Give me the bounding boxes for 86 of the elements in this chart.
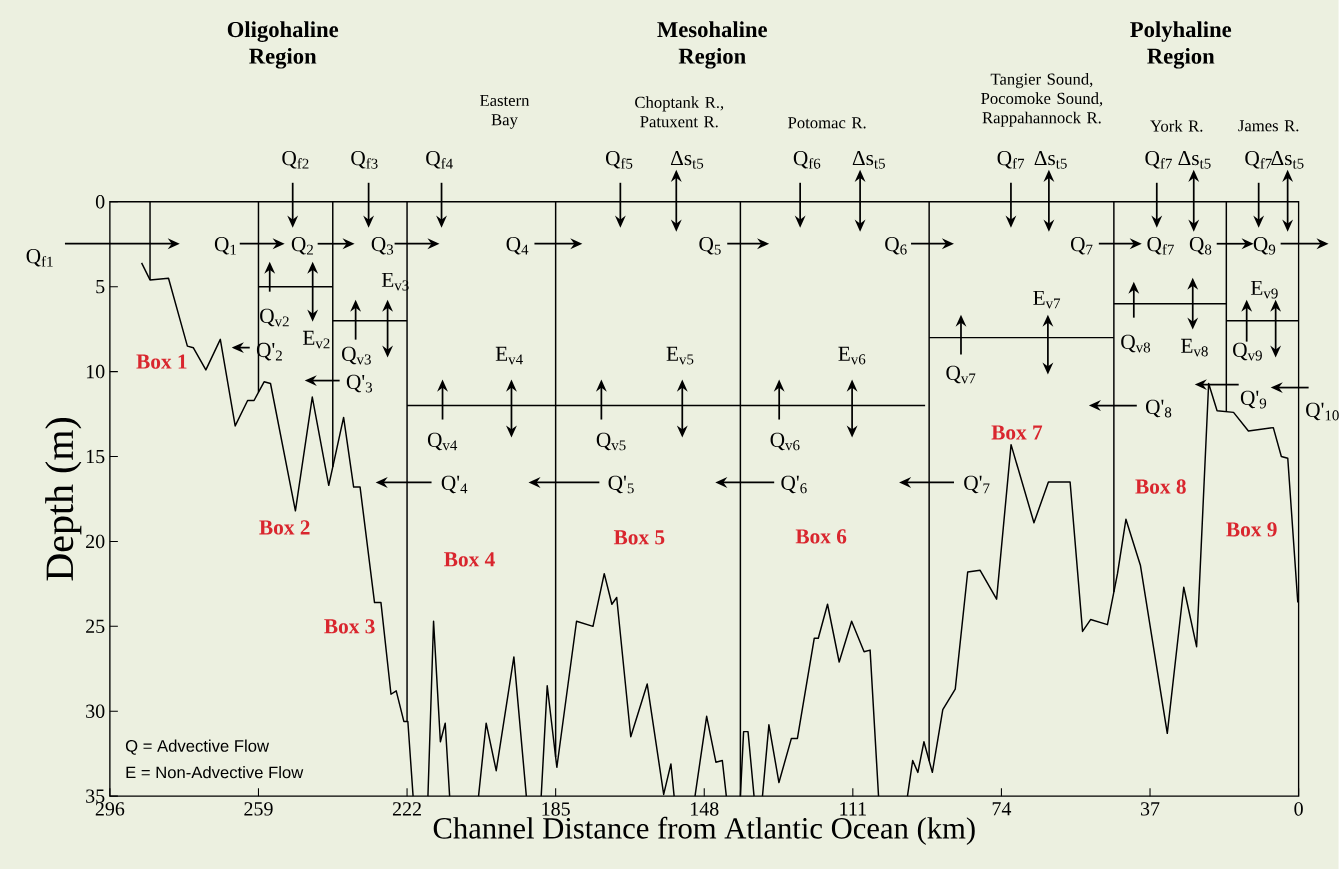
annotation: Q$_{6}$ [885,236,907,255]
annotation: Box 5 [613,530,665,545]
annotation: Q$_{7}$ [1070,236,1093,255]
text: Q$_{f7}$ [1145,151,1172,169]
text: Δs$_{t5}$ [852,150,885,169]
text: Q'$_{10}$ [1306,402,1339,421]
annotation: Q$_{v2}$ [260,308,289,327]
annotation: Box 7 [991,425,1043,440]
annotation: Q$_{v9}$ [1233,342,1262,361]
text: Δs$_{t5}$ [670,150,704,169]
text: Q$_{f5}$ [605,150,633,169]
text: James R. [1238,120,1299,132]
x-tick-label: 74 [992,802,1012,816]
annotation: Q$_{1}$ [214,236,236,255]
annotation: Q'$_{5}$ [608,475,634,494]
annotation: Q'$_{4}$ [441,475,468,494]
text: Choptank R., Patuxent R. [635,96,724,128]
annotation: E$_{v2}$ [302,330,330,349]
text: Potomac R. [788,117,866,129]
annotation: Q'$_{9}$ [1240,390,1267,409]
text: Q$_{f1}$ [26,248,53,267]
annotation: Q = Advective Flow [125,739,270,755]
annotation: Q$_{5}$ [699,236,721,255]
y-tick-label: 35 [86,789,105,803]
text: Q$_{f7}$ [997,151,1025,169]
x-tick-label: 259 [244,802,273,816]
x-tick-label: 37 [1140,802,1160,816]
text: York R. [1150,119,1203,132]
annotation: E$_{v9}$ [1250,280,1278,299]
y-tick-label: 10 [86,364,105,379]
text: Δs$_{t5}$ [1271,150,1304,169]
annotation: Q$_{v8}$ [1121,334,1151,353]
text: Oligohaline Region [227,21,339,69]
annotation: Q$_{f7}$ [1147,236,1174,255]
annotation: E$_{v5}$ [666,346,694,365]
annotation: Q$_{9}$ [1253,236,1276,255]
annotation: Q$_{v4}$ [427,432,458,451]
x-tick-label: 111 [840,802,866,816]
text: Q$_{f3}$ [351,150,378,169]
text: Q$_{f6}$ [793,150,821,169]
text: Tangier Sound, Pocomoke Sound, Rappahannock R. [981,72,1103,127]
annotation: Box 1 [136,354,187,369]
annotation: Box 3 [324,619,375,634]
x-tick-label: 148 [691,802,719,816]
annotation: Q'$_{8}$ [1145,399,1172,418]
annotation: Q$_{4}$ [506,236,529,255]
annotation: Q'$_{3}$ [346,374,373,393]
y-axis-title: Depth (m) [45,418,82,581]
x-tick-label: 0 [1294,802,1303,816]
y-tick-label: 5 [96,280,105,294]
annotation: Q$_{v5}$ [596,432,626,451]
annotation: Q$_{8}$ [1189,236,1212,255]
annotation: E$_{v7}$ [1033,290,1061,309]
text: Q$_{f7}$ [1245,151,1272,169]
x-tick-label: 296 [95,802,125,816]
text: Polyhaline Region [1130,21,1232,69]
text: Δs$_{t5}$ [1034,150,1067,169]
annotation: E$_{v8}$ [1181,338,1208,357]
annotation: Box 4 [444,552,495,567]
annotation: Q$_{v7}$ [946,365,976,384]
annotation: Q'$_{6}$ [781,475,807,494]
text: Mesohaline Region [657,21,768,69]
x-tick-label: 222 [392,802,421,816]
annotation: E$_{v6}$ [838,346,866,365]
x-tick-label: 185 [542,802,570,816]
y-tick-label: 25 [86,619,105,633]
y-tick-label: 0 [95,195,105,209]
text: Δs$_{t5}$ [1178,150,1211,169]
annotation: Q$_{3}$ [371,236,394,255]
text: Q$_{f2}$ [282,151,309,169]
annotation: Box 9 [1226,522,1277,537]
x-axis-title: Channel Distance from Atlantic Ocean (km) [433,816,975,845]
annotation: Q'$_{7}$ [964,475,990,494]
y-tick-label: 30 [86,704,105,718]
annotation: Box 6 [795,529,847,544]
text: Q$_{f4}$ [426,151,453,169]
annotation: Box 8 [1135,479,1186,494]
annotation: Q$_{2}$ [291,236,313,255]
annotation: Q$_{v3}$ [342,346,371,365]
text: Eastern Bay [479,94,530,129]
annotation: Box 2 [259,520,310,535]
annotation: E = Non-Advective Flow [126,766,304,779]
annotation: Q$_{v6}$ [770,432,800,451]
y-tick-label: 20 [86,534,105,549]
y-tick-label: 15 [86,449,105,464]
annotation: E$_{v4}$ [495,346,523,365]
